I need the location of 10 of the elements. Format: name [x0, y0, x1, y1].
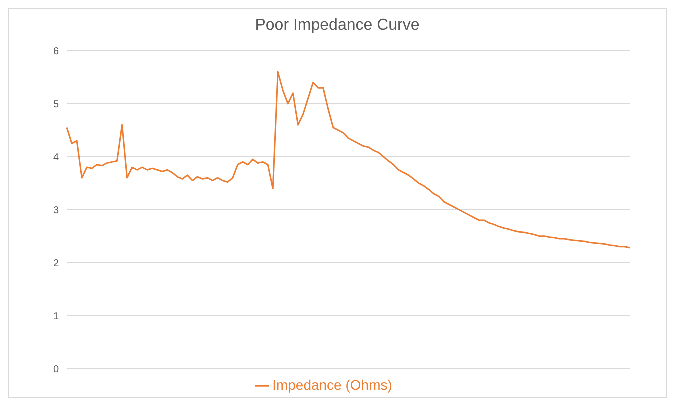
y-tick-label: 1	[53, 311, 60, 322]
legend-label: Impedance (Ohms)	[272, 376, 392, 393]
y-tick-label: 4	[53, 152, 60, 164]
line-series	[66, 71, 631, 249]
y-tick-label: 3	[53, 205, 60, 216]
y-tick-label: 2	[53, 258, 60, 270]
y-tick-label: 5	[53, 100, 60, 110]
y-tick-label: 0	[53, 364, 60, 376]
y-tick-label: 6	[53, 46, 60, 58]
chart-title: Poor Impedance Curve	[254, 17, 421, 35]
